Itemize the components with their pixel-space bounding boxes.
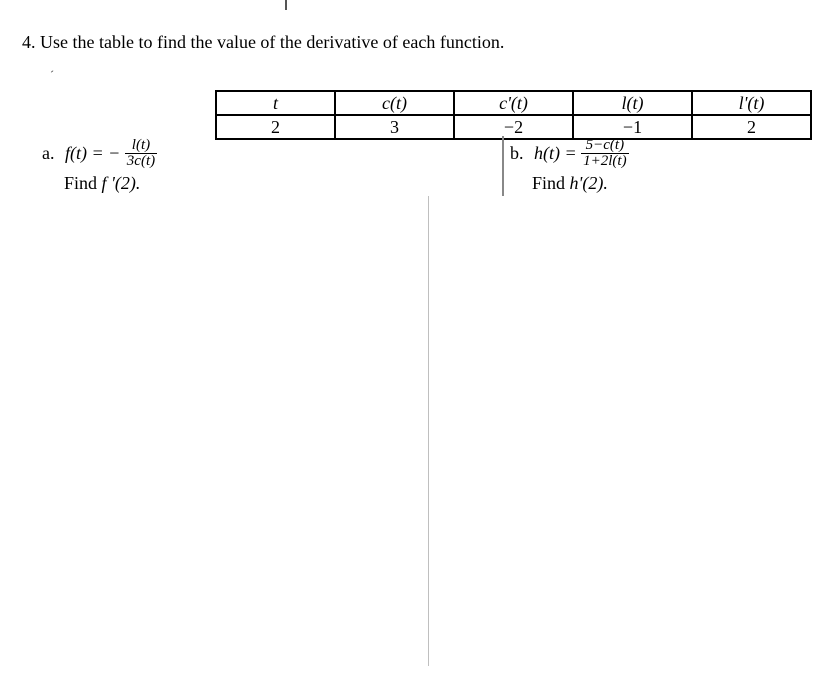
column-divider-lower (428, 196, 429, 666)
question-number: 4. (22, 32, 36, 52)
th-cprime: c'(t) (454, 91, 573, 115)
part-a-equation: a. f(t) = − l(t) 3c(t) (42, 138, 157, 169)
part-a-lhs: f(t) = − (65, 143, 120, 164)
part-b-find-expr: h'(2). (570, 173, 608, 193)
td-lprime: 2 (692, 115, 811, 139)
part-a-fraction: l(t) 3c(t) (125, 138, 157, 169)
part-b-num: 5−c(t) (581, 138, 628, 153)
part-b-fraction: 5−c(t) 1+2l(t) (581, 138, 628, 169)
question-prompt: 4. Use the table to find the value of th… (22, 32, 504, 53)
part-a-find-expr: f '(2). (102, 173, 141, 193)
question-text: Use the table to find the value of the d… (40, 32, 504, 52)
th-l-t: l(t) (573, 91, 692, 115)
part-a-find-prefix: Find (64, 173, 102, 193)
th-lprime: l'(t) (692, 91, 811, 115)
part-b-den: 1+2l(t) (581, 153, 628, 169)
part-a-label: a. (42, 143, 55, 164)
part-a-den: 3c(t) (125, 153, 157, 169)
table-value-row: 2 3 −2 −1 2 (216, 115, 811, 139)
td-t: 2 (216, 115, 335, 139)
part-b-lhs: h(t) = (534, 143, 577, 164)
part-a-find: Find f '(2). (64, 173, 157, 194)
td-cprime: −2 (454, 115, 573, 139)
part-b-find-prefix: Find (532, 173, 570, 193)
td-l: −1 (573, 115, 692, 139)
small-tick-label: ˊ (50, 68, 54, 83)
th-c-t: c(t) (335, 91, 454, 115)
td-c: 3 (335, 115, 454, 139)
column-divider-upper (502, 136, 504, 196)
values-table: t c(t) c'(t) l(t) l'(t) 2 3 −2 −1 2 (215, 90, 812, 140)
part-b-label: b. (510, 143, 524, 164)
part-b-equation: b. h(t) = 5−c(t) 1+2l(t) (510, 138, 629, 169)
th-t: t (216, 91, 335, 115)
page-top-tick (285, 0, 287, 10)
part-a-num: l(t) (125, 138, 157, 153)
part-a: a. f(t) = − l(t) 3c(t) Find f '(2). (42, 138, 157, 194)
part-b-find: Find h'(2). (532, 173, 629, 194)
part-b: b. h(t) = 5−c(t) 1+2l(t) Find h'(2). (510, 138, 629, 194)
table-header-row: t c(t) c'(t) l(t) l'(t) (216, 91, 811, 115)
